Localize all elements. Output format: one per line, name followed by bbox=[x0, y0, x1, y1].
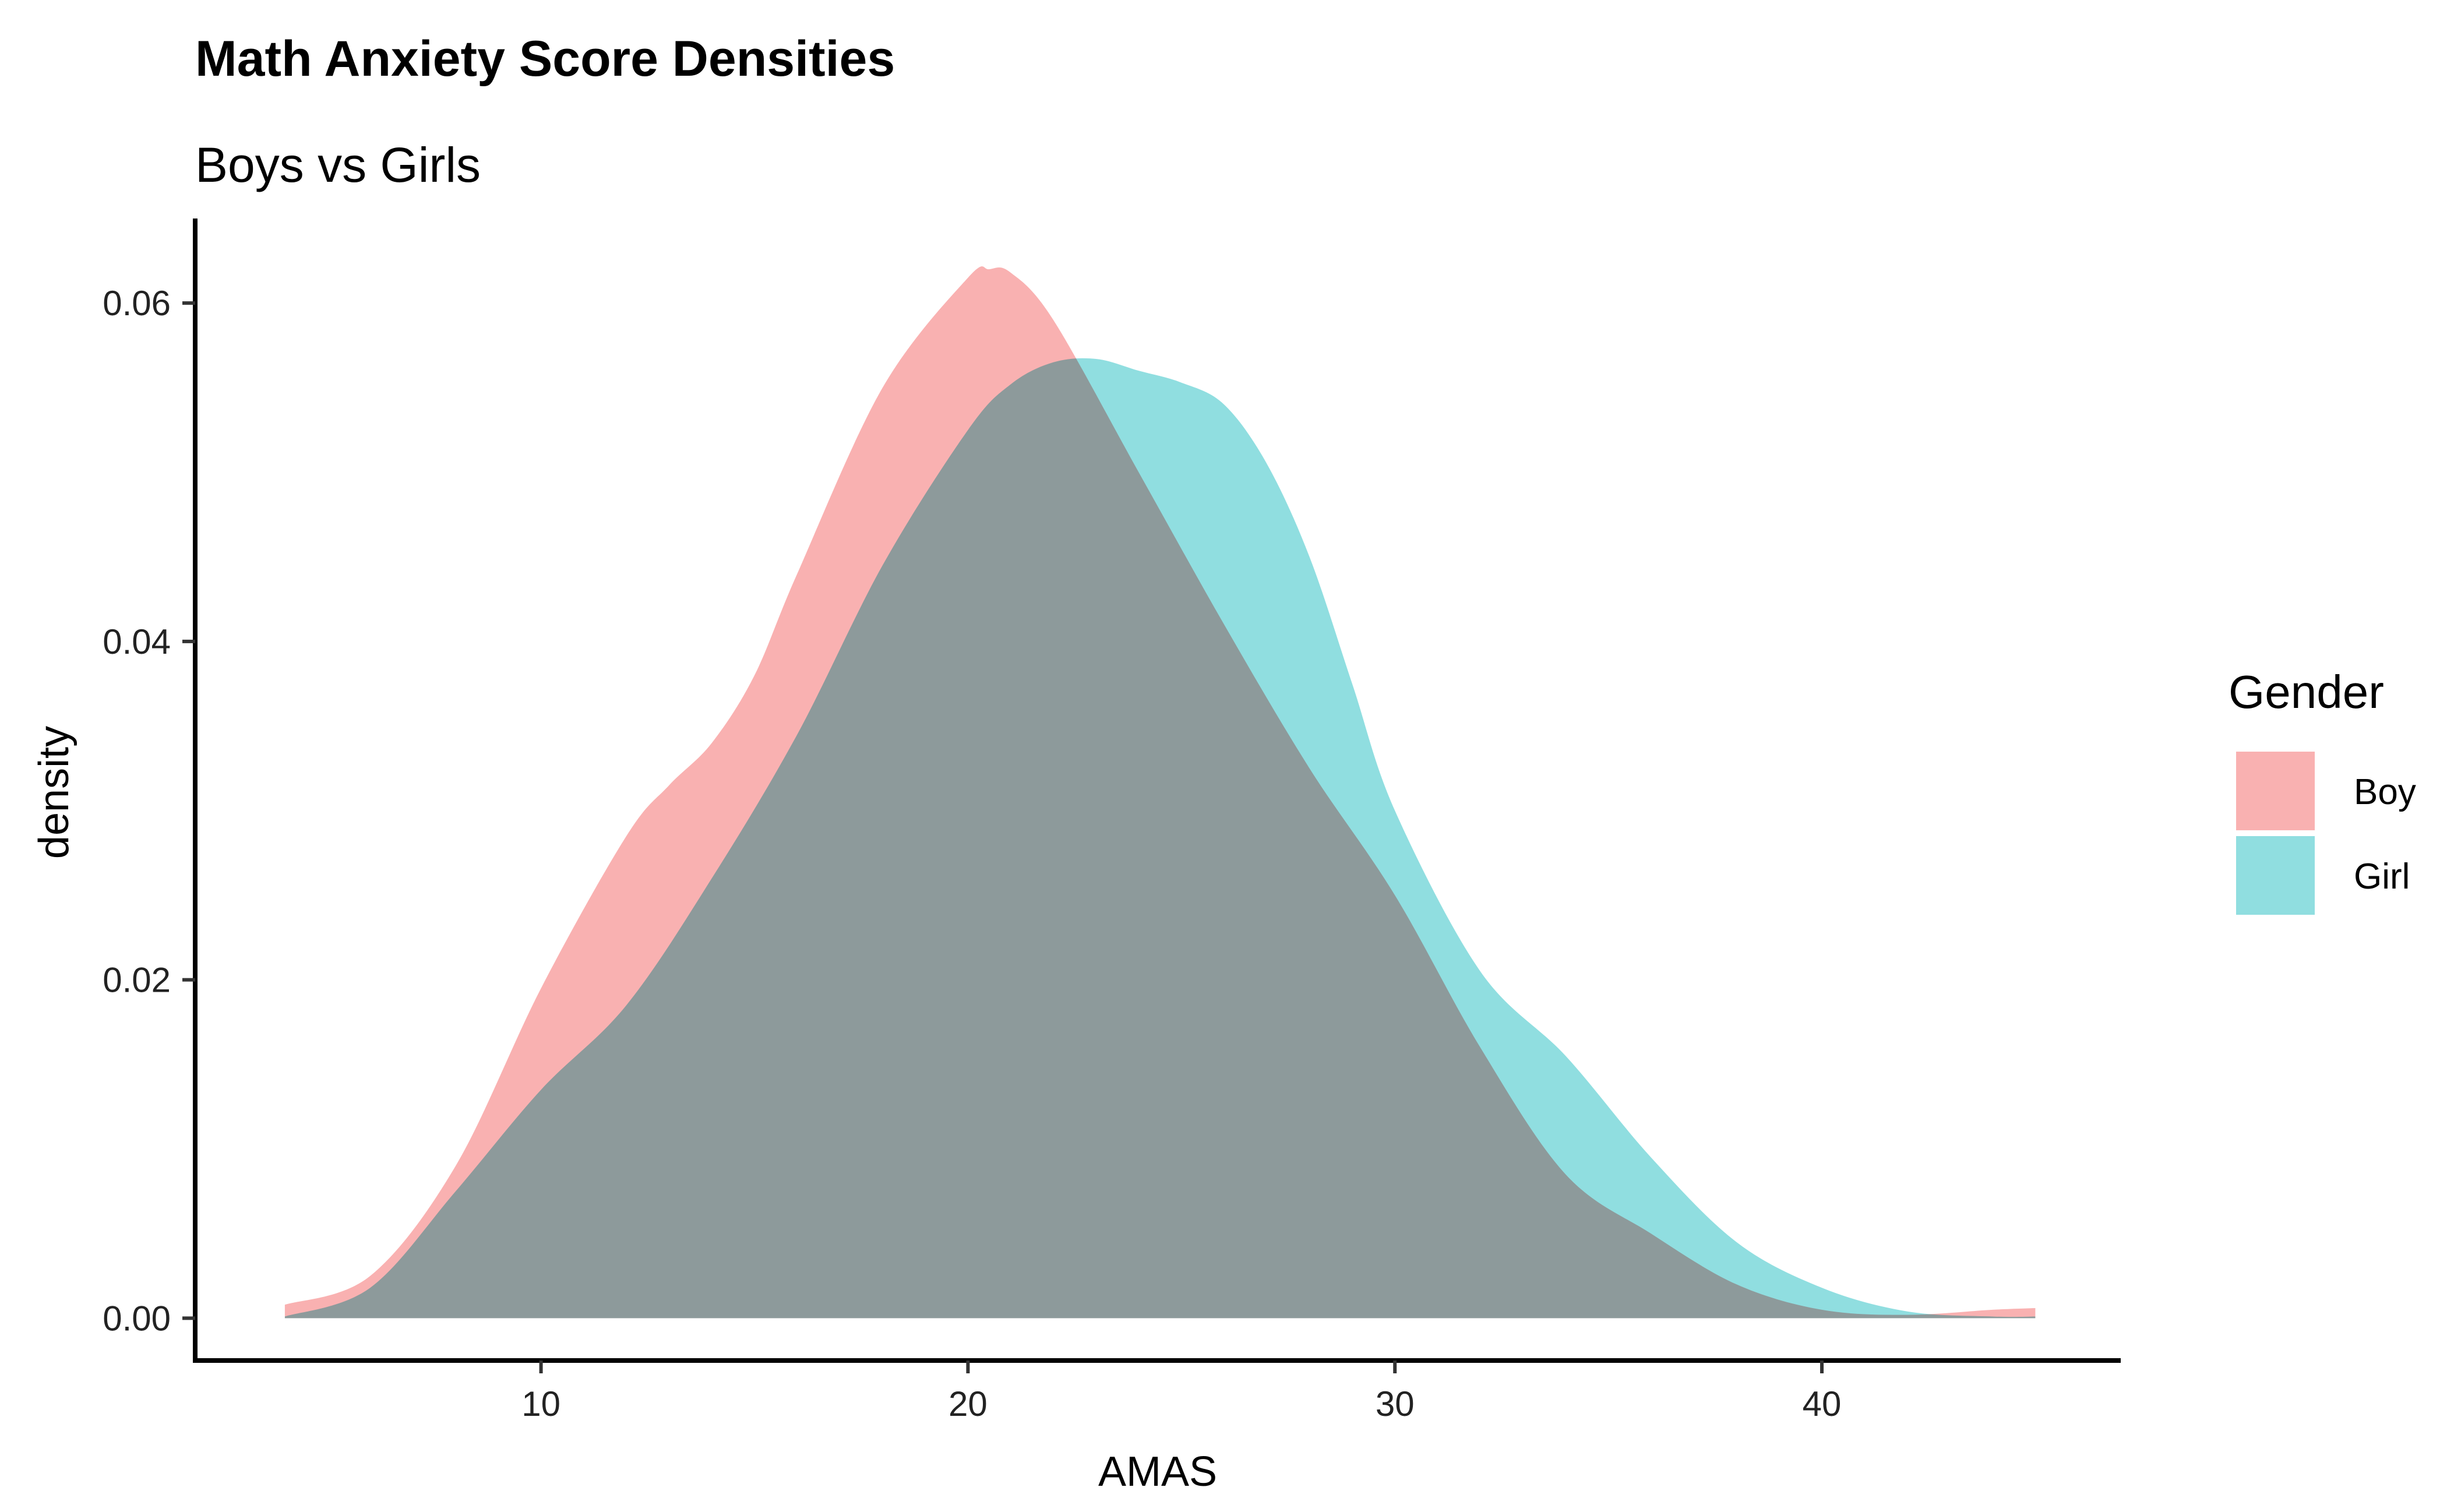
legend-label-girl: Girl bbox=[2354, 857, 2410, 897]
chart-subtitle: Boys vs Girls bbox=[195, 138, 481, 192]
y-tick-label: 0.02 bbox=[103, 961, 171, 1000]
x-tick-label: 30 bbox=[1376, 1384, 1415, 1423]
legend-label-boy: Boy bbox=[2354, 772, 2416, 812]
density-areas bbox=[284, 266, 2036, 1319]
legend-swatch-girl bbox=[2236, 836, 2315, 915]
density-area-girl bbox=[284, 358, 2036, 1319]
y-tick-label: 0.06 bbox=[103, 284, 171, 323]
x-axis-title: AMAS bbox=[1098, 1448, 1217, 1495]
x-axis-ticks: 10 20 30 40 bbox=[521, 1361, 1841, 1423]
legend-swatch-boy bbox=[2236, 752, 2315, 830]
y-axis-title: density bbox=[31, 726, 77, 859]
y-tick-label: 0.04 bbox=[103, 622, 171, 661]
legend-items: Boy Girl bbox=[2236, 752, 2416, 915]
y-tick-label: 0.00 bbox=[103, 1299, 171, 1338]
legend-title: Gender bbox=[2229, 666, 2384, 718]
x-tick-label: 10 bbox=[521, 1384, 560, 1423]
legend: Gender Boy Girl bbox=[2229, 666, 2416, 915]
chart-title: Math Anxiety Score Densities bbox=[195, 31, 895, 87]
x-tick-label: 40 bbox=[1803, 1384, 1842, 1423]
y-axis-ticks: 0.00 0.02 0.04 0.06 bbox=[103, 284, 195, 1338]
x-tick-label: 20 bbox=[949, 1384, 988, 1423]
